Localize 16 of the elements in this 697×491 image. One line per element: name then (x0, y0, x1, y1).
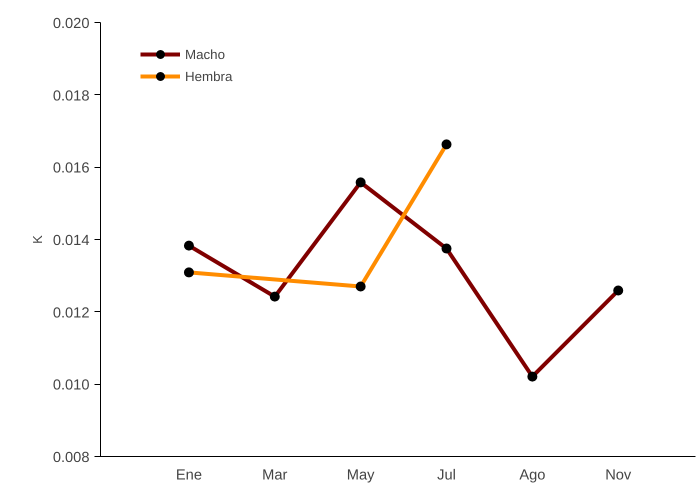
legend-label: Macho (185, 46, 226, 62)
y-tick-label: 0.010 (52, 378, 90, 394)
y-tick-label: 0.016 (52, 160, 90, 177)
x-tick-label: Nov (605, 468, 632, 484)
x-tick-label: Ago (519, 468, 546, 484)
y-tick-label: 0.008 (52, 450, 90, 466)
y-tick-label: 0.020 (52, 16, 90, 32)
x-tick-label: Mar (262, 468, 288, 484)
y-tick-label: 0.014 (52, 233, 90, 249)
y-axis-title: K (30, 234, 45, 244)
y-tick-label: 0.012 (52, 305, 90, 322)
x-tick-label: May (346, 468, 376, 484)
y-tick-label: 0.018 (52, 88, 90, 104)
legend-label: Hembra (185, 68, 232, 84)
x-tick-label: Ene (176, 468, 202, 484)
x-tick-label: Jul (437, 468, 456, 484)
